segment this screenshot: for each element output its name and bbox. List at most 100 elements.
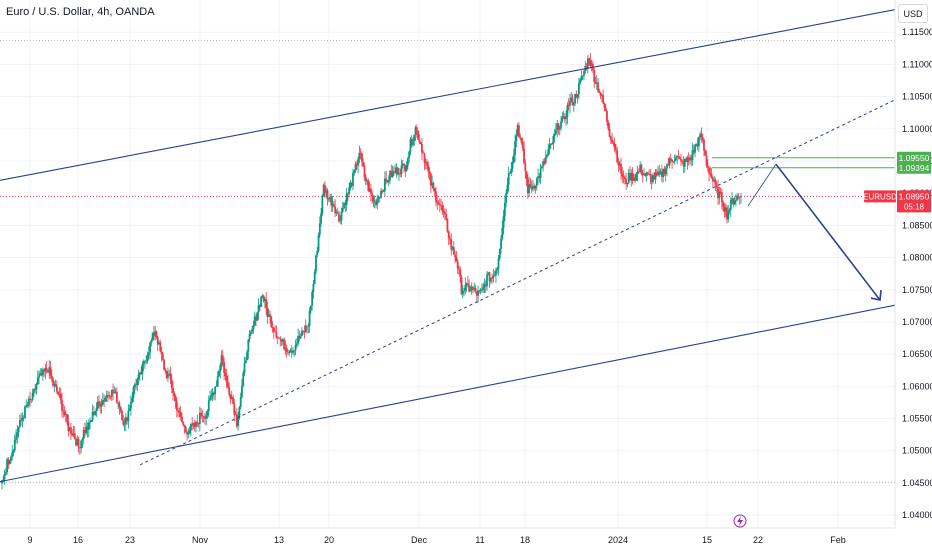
y-tick-label: 1.06000 bbox=[902, 381, 932, 391]
candle-body bbox=[401, 163, 404, 166]
candle-body bbox=[197, 423, 200, 425]
candle-body bbox=[212, 392, 215, 395]
candle-body bbox=[511, 162, 514, 169]
candle-body bbox=[276, 337, 279, 339]
candle-body bbox=[195, 422, 197, 427]
candle-body bbox=[414, 127, 417, 135]
candle-body bbox=[353, 170, 356, 173]
candle-body bbox=[417, 130, 419, 140]
y-tick-label: 1.11500 bbox=[902, 27, 932, 37]
candle-body bbox=[158, 342, 160, 345]
candle-body bbox=[431, 182, 434, 186]
candle-body bbox=[426, 161, 428, 166]
candle-body bbox=[13, 439, 16, 451]
candle-body bbox=[653, 175, 656, 180]
candle-body bbox=[640, 164, 643, 174]
candle-body bbox=[295, 343, 298, 345]
candle-body bbox=[390, 170, 393, 178]
candle-body bbox=[413, 134, 416, 141]
candle-body bbox=[617, 162, 620, 166]
candle-body bbox=[692, 150, 695, 153]
candle-body bbox=[299, 335, 302, 339]
candle-body bbox=[363, 166, 366, 177]
candle-body bbox=[519, 136, 522, 139]
candle-body bbox=[218, 371, 220, 377]
currency-button[interactable]: USD bbox=[898, 4, 928, 23]
x-tick-label: 18 bbox=[520, 535, 530, 545]
candle-body bbox=[216, 376, 219, 387]
candle-body bbox=[399, 173, 402, 175]
candle-body bbox=[62, 410, 65, 412]
candle-body bbox=[86, 426, 89, 430]
candle-body bbox=[495, 270, 497, 276]
candle-body bbox=[138, 372, 141, 375]
candle-body bbox=[228, 387, 231, 395]
candle-body bbox=[479, 289, 482, 291]
candle-body bbox=[76, 439, 79, 446]
candle-body bbox=[303, 331, 306, 333]
projection-down-line bbox=[775, 163, 881, 301]
candle-body bbox=[589, 60, 592, 66]
candle-body bbox=[186, 432, 188, 435]
candle-body bbox=[207, 400, 210, 412]
candle-body bbox=[372, 196, 375, 202]
candle-body bbox=[312, 283, 315, 292]
candle-body bbox=[645, 172, 648, 176]
candle-body bbox=[44, 367, 47, 372]
candle-body bbox=[107, 395, 109, 396]
y-tick-label: 1.05500 bbox=[902, 414, 932, 424]
candle-body bbox=[488, 272, 491, 282]
candle-body bbox=[224, 372, 227, 377]
candle-body bbox=[445, 214, 448, 219]
candle-body bbox=[140, 372, 143, 375]
candle-body bbox=[198, 412, 201, 425]
candle-body bbox=[142, 361, 145, 365]
candle-body bbox=[349, 182, 352, 188]
candle-body bbox=[548, 144, 551, 150]
candle-body bbox=[278, 337, 280, 339]
candle-body bbox=[105, 395, 108, 398]
candle-body bbox=[68, 427, 71, 432]
candle-body bbox=[292, 350, 294, 353]
candle-body bbox=[731, 198, 733, 200]
candle-body bbox=[272, 327, 275, 332]
trendlines bbox=[0, 9, 896, 483]
candle-body bbox=[465, 283, 468, 285]
candle-body bbox=[155, 331, 158, 338]
candle-body bbox=[70, 427, 72, 435]
candle-body bbox=[128, 408, 131, 411]
candle-body bbox=[99, 402, 102, 407]
candle-body bbox=[547, 149, 550, 155]
candle-body bbox=[714, 179, 717, 186]
candle-body bbox=[338, 213, 340, 222]
candle-body bbox=[202, 416, 205, 418]
candle-body bbox=[160, 351, 163, 355]
candle-body bbox=[96, 401, 99, 409]
candle-body bbox=[514, 141, 516, 155]
candle-body bbox=[294, 344, 297, 351]
candle-body bbox=[427, 165, 430, 172]
candle-body bbox=[673, 160, 676, 162]
candle-body bbox=[137, 374, 140, 380]
candle-body bbox=[615, 148, 617, 151]
candle-body bbox=[350, 182, 353, 186]
candle-body bbox=[387, 180, 390, 182]
candle-body bbox=[33, 389, 35, 393]
candle-body bbox=[563, 116, 566, 120]
candle-body bbox=[36, 377, 39, 385]
candle-body bbox=[230, 397, 233, 399]
candle-body bbox=[1, 480, 3, 484]
candle-body bbox=[320, 213, 322, 224]
candle-body bbox=[677, 155, 680, 158]
candle-body bbox=[569, 101, 571, 106]
candle-body bbox=[181, 416, 183, 423]
candle-body bbox=[732, 198, 735, 205]
candle-body bbox=[502, 215, 505, 228]
candle-body bbox=[705, 155, 708, 166]
candle-body bbox=[429, 173, 432, 186]
candle-body bbox=[501, 227, 504, 239]
candle-body bbox=[72, 433, 75, 436]
candle-body bbox=[652, 175, 654, 183]
candle-body bbox=[481, 289, 483, 291]
